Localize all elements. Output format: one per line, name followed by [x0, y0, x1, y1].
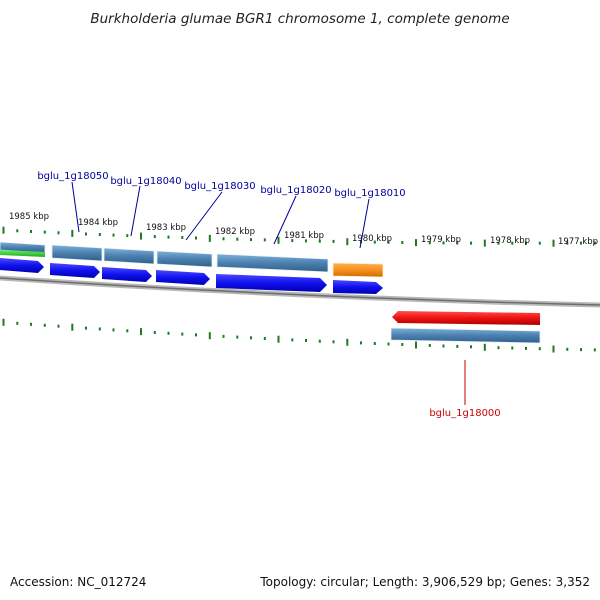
kbp-label-1977: 1977 kbp — [558, 237, 598, 247]
cds-arrow-bglu-1g18030[interactable] — [156, 270, 210, 285]
gene-bar-bglu-1g18030[interactable] — [156, 250, 213, 268]
gene-bar-bglu-1g18040[interactable] — [103, 247, 155, 265]
cds-arrow-bglu-1g18010[interactable] — [333, 280, 383, 294]
map-title: Burkholderia glumae BGR1 chromosome 1, c… — [90, 11, 509, 27]
scale-ticks-bottom — [2, 318, 596, 353]
misc-feature-bar[interactable] — [0, 250, 45, 257]
leader-line-bglu-1g18040 — [130, 185, 141, 237]
gene-label-bglu-1g18000[interactable]: bglu_1g18000 — [429, 408, 500, 419]
cds-arrow-bglu-1g18040[interactable] — [102, 267, 152, 282]
label-leader-lines — [71, 181, 466, 405]
cds-arrow-bglu-1g18050[interactable] — [50, 263, 100, 278]
rna-bar-bglu-1g18010[interactable] — [332, 262, 384, 278]
genome-summary-text: Topology: circular; Length: 3,906,529 bp… — [259, 575, 590, 589]
leader-line-bglu-1g18020 — [273, 195, 297, 245]
gene-label-bglu-1g18030[interactable]: bglu_1g18030 — [184, 181, 255, 192]
gene-labels: bglu_1g18050 bglu_1g18040 bglu_1g18030 b… — [37, 171, 500, 419]
gene-label-bglu-1g18020[interactable]: bglu_1g18020 — [260, 185, 331, 196]
gene-bar-bglu-1g18000[interactable] — [390, 327, 541, 344]
chromosome-backbone-line — [0, 277, 600, 306]
kbp-label-1980: 1980 kbp — [352, 234, 392, 244]
gene-label-bglu-1g18010[interactable]: bglu_1g18010 — [334, 188, 405, 199]
reverse-features — [390, 311, 541, 344]
scale-labels: 1985 kbp 1984 kbp 1983 kbp 1982 kbp 1981… — [9, 212, 598, 247]
scale-ticks-top — [2, 226, 596, 247]
kbp-label-1984: 1984 kbp — [78, 218, 118, 228]
kbp-label-1981: 1981 kbp — [284, 231, 324, 241]
gene-label-bglu-1g18050[interactable]: bglu_1g18050 — [37, 171, 108, 182]
gene-bar-bglu-1g18020[interactable] — [216, 253, 329, 273]
gene-label-bglu-1g18040[interactable]: bglu_1g18040 — [110, 176, 181, 187]
accession-text: Accession: NC_012724 — [10, 575, 146, 589]
leader-line-bglu-1g18030 — [185, 191, 223, 241]
kbp-label-1985: 1985 kbp — [9, 212, 49, 222]
kbp-label-1978: 1978 kbp — [490, 236, 530, 246]
kbp-label-1979: 1979 kbp — [421, 235, 461, 245]
forward-gene-bars — [0, 241, 384, 278]
cds-arrow-partial[interactable] — [0, 258, 44, 273]
cds-arrow-bglu-1g18020[interactable] — [216, 274, 327, 292]
leader-line-bglu-1g18050 — [71, 181, 80, 233]
leader-line-bglu-1g18010 — [359, 198, 370, 249]
gene-bar-bglu-1g18050[interactable] — [51, 244, 103, 262]
kbp-label-1982: 1982 kbp — [215, 227, 255, 237]
forward-cds-arrows — [0, 258, 383, 294]
kbp-label-1983: 1983 kbp — [146, 223, 186, 233]
cds-arrow-bglu-1g18000[interactable] — [392, 311, 540, 325]
